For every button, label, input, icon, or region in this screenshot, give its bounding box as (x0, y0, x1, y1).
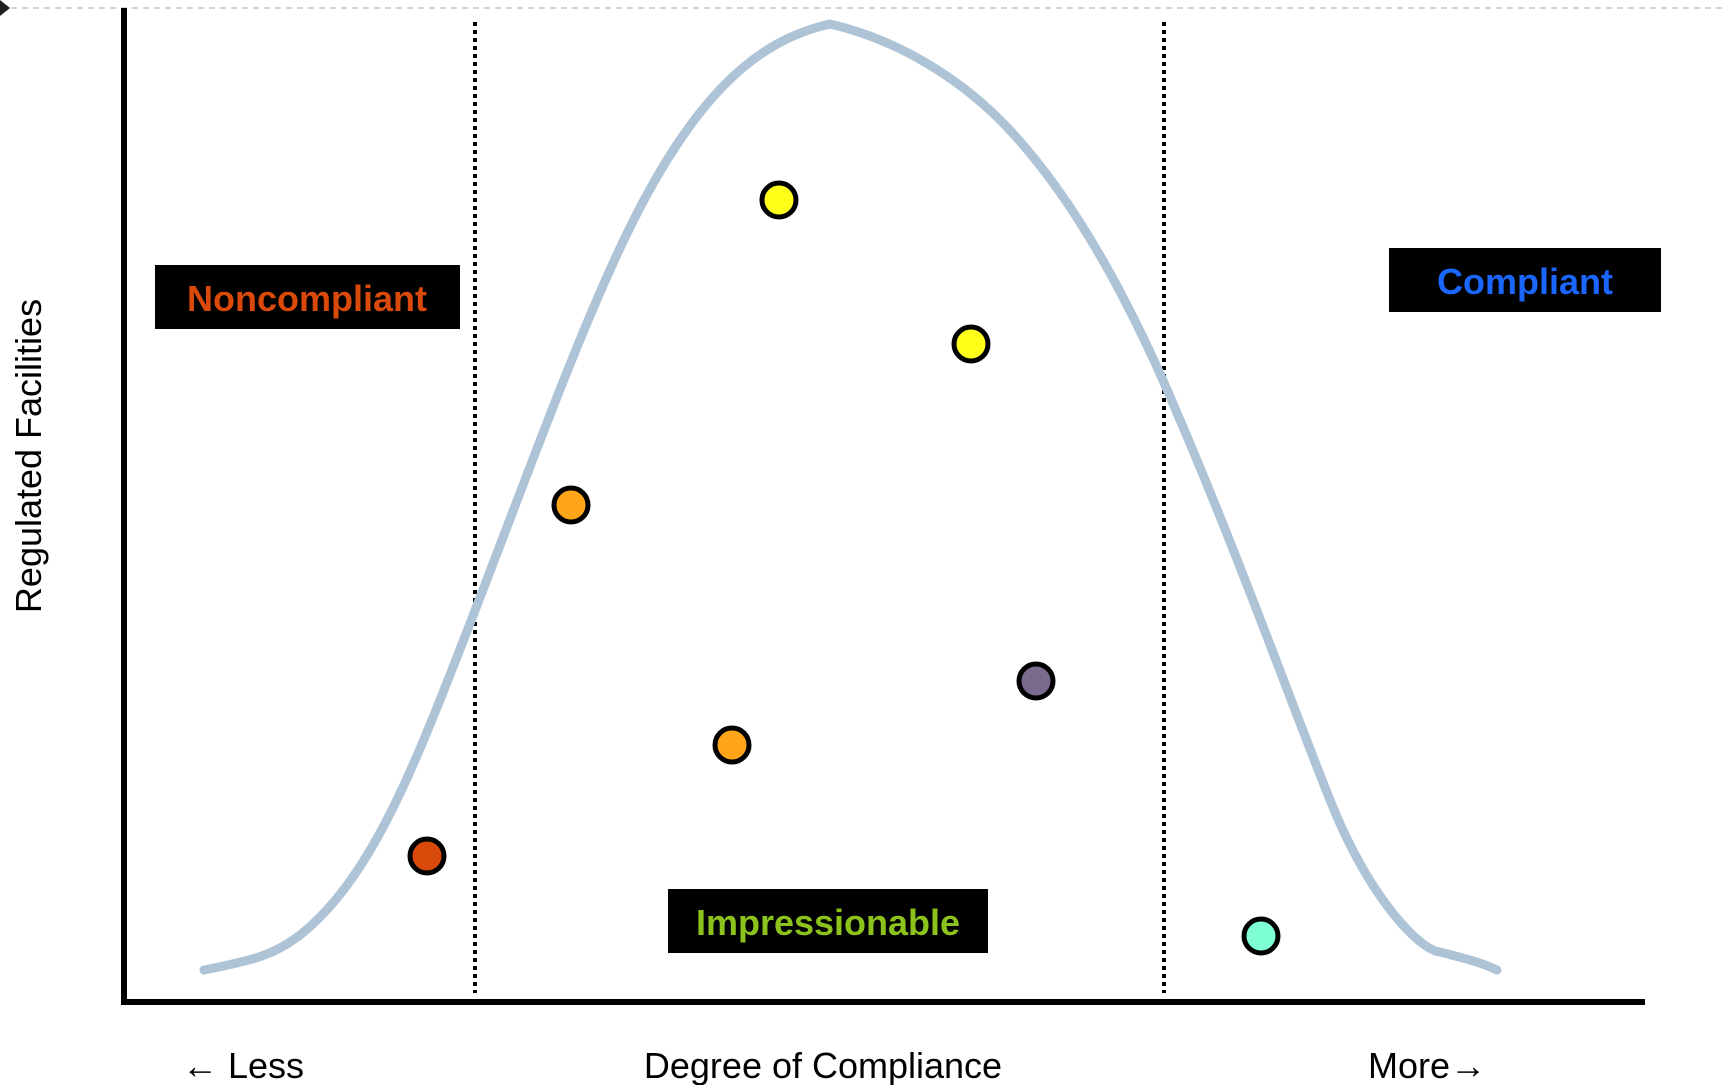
facility-marker (1241, 916, 1281, 956)
zone-label-box (668, 889, 988, 953)
zone-label-text: Compliant (1437, 261, 1613, 302)
zone-label-text: Noncompliant (187, 278, 427, 319)
facility-markers (407, 180, 1281, 956)
zone-label-box (155, 265, 460, 329)
distribution-curve (199, 19, 1502, 975)
y-axis-label: Regulated Facilities (8, 299, 49, 613)
zone-label-impressionable: Impressionable (668, 889, 988, 953)
facility-marker (951, 324, 991, 364)
zone-label-box (1389, 248, 1661, 312)
facility-marker (759, 180, 799, 220)
zone-label-compliant: Compliant (1389, 248, 1661, 312)
top-left-marker (0, 0, 10, 16)
x-axis-less-label: ← Less (182, 1045, 304, 1085)
facility-marker (712, 725, 752, 765)
x-axis-more-label: More→ (1368, 1045, 1486, 1085)
zone-label-text: Impressionable (696, 902, 960, 943)
facility-marker (551, 485, 591, 525)
facility-marker (407, 836, 447, 876)
x-axis-label: Degree of Compliance (644, 1045, 1002, 1085)
zone-label-noncompliant: Noncompliant (155, 265, 460, 329)
facility-marker (1016, 661, 1056, 701)
